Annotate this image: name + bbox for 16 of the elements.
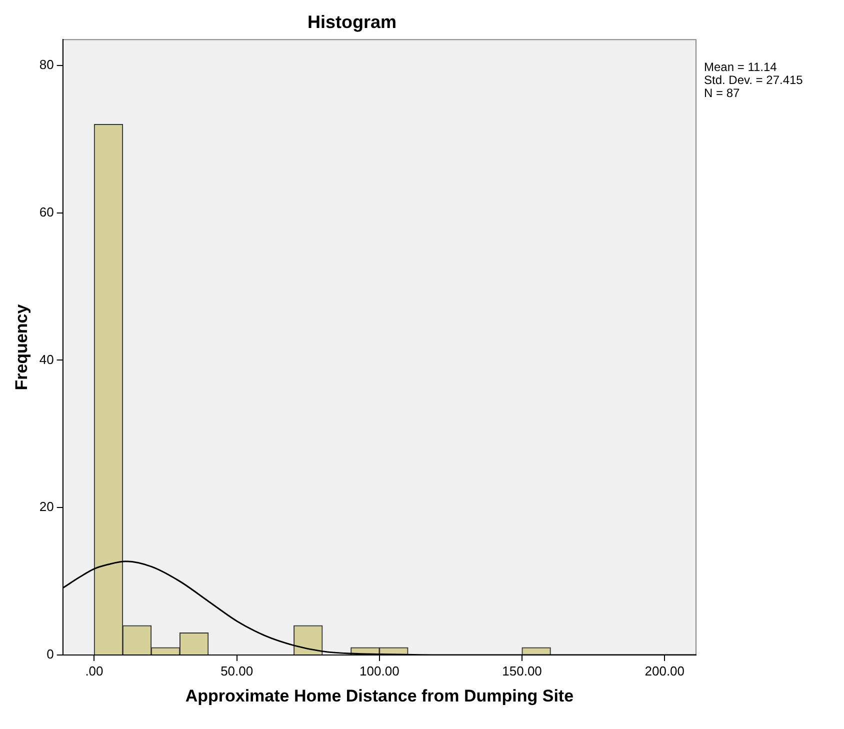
y-axis-title: Frequency xyxy=(12,304,31,390)
y-tick-label: 60 xyxy=(39,204,54,220)
chart-title: Histogram xyxy=(307,12,397,32)
text: Mean = 11.14 xyxy=(704,60,778,74)
y-tick-label: 40 xyxy=(39,352,54,367)
x-tick-label: .00 xyxy=(85,663,104,678)
x-tick-label: 200.00 xyxy=(644,663,685,678)
y-tick-label: 20 xyxy=(39,499,54,514)
text: Std. Dev. = 27.415 xyxy=(704,72,804,87)
x-tick-label: 50.00 xyxy=(220,663,254,678)
x-axis-title: Approximate Home Distance from Dumping Site xyxy=(185,686,574,706)
text: N = 87 xyxy=(704,86,740,100)
y-tick-label: 80 xyxy=(39,56,54,72)
x-tick-label: 150.00 xyxy=(502,663,542,678)
y-tick-label: 0 xyxy=(46,646,54,662)
x-tick-label: 100.00 xyxy=(360,663,400,678)
